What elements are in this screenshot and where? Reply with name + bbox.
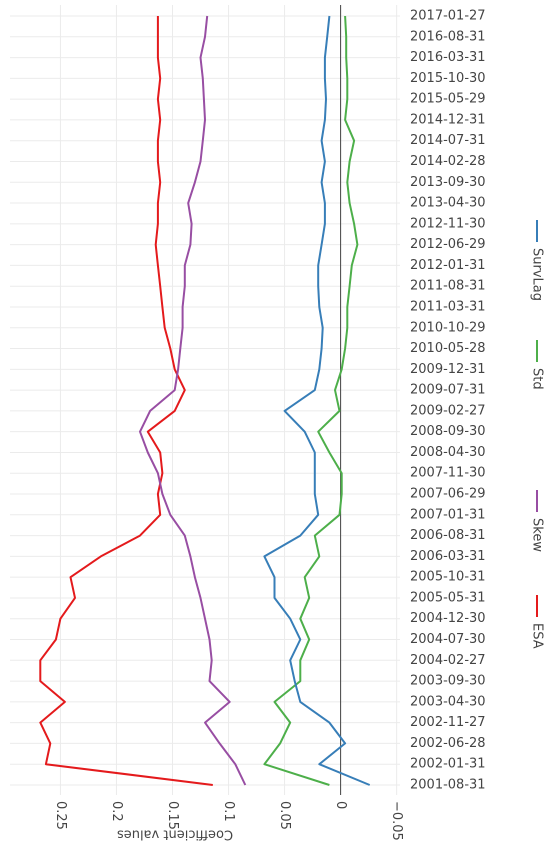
x-tick-label: 2007-06-29 <box>410 487 486 502</box>
y-tick-label: 0.05 <box>277 801 292 830</box>
x-tick-label: 2013-09-30 <box>410 175 486 190</box>
x-tick-label: 2010-10-29 <box>410 320 486 335</box>
x-tick-label: 2015-10-30 <box>410 71 486 86</box>
series-line <box>263 15 371 786</box>
x-tick-label: 2003-04-30 <box>410 694 486 709</box>
y-tick-label: 0.1 <box>221 801 236 822</box>
y-tick-label: 0.2 <box>109 801 124 822</box>
x-tick-label: 2014-02-28 <box>410 154 486 169</box>
x-tick-label: 2009-02-27 <box>410 403 486 418</box>
x-tick-label: 2005-10-31 <box>410 570 486 585</box>
y-axis-title: Coefficient values <box>117 827 233 842</box>
x-tick-label: 2012-06-29 <box>410 237 486 252</box>
legend-label: Std <box>530 368 545 390</box>
x-tick-label: 2012-01-31 <box>410 258 486 273</box>
x-tick-label: 2016-03-31 <box>410 50 486 65</box>
x-tick-label: 2006-03-31 <box>410 549 486 564</box>
x-tick-label: 2002-06-28 <box>410 736 486 751</box>
series-line <box>139 15 247 786</box>
x-tick-label: 2004-02-27 <box>410 653 486 668</box>
x-tick-label: 2011-08-31 <box>410 279 486 294</box>
x-tick-label: 2011-03-31 <box>410 299 486 314</box>
x-tick-label: 2001-08-31 <box>410 778 486 793</box>
y-tick-label: 0 <box>333 801 348 809</box>
x-tick-label: 2012-11-30 <box>410 216 486 231</box>
legend-label: Skew <box>530 518 545 552</box>
y-tick-label: 0.15 <box>165 801 180 830</box>
x-tick-label: 2009-12-31 <box>410 362 486 377</box>
series-line <box>39 16 213 786</box>
x-tick-label: 2003-09-30 <box>410 674 486 689</box>
x-tick-label: 2014-07-31 <box>410 133 486 148</box>
legend-label: SurvLag <box>530 248 545 301</box>
legend-label: ESA <box>530 623 545 649</box>
x-tick-label: 2007-01-31 <box>410 507 486 522</box>
y-tick-label: −0.05 <box>389 801 404 841</box>
x-tick-label: 2004-07-30 <box>410 632 486 647</box>
x-tick-label: 2013-04-30 <box>410 196 486 211</box>
x-tick-label: 2006-08-31 <box>410 528 486 543</box>
x-tick-label: 2015-05-29 <box>410 92 486 107</box>
x-tick-label: 2014-12-31 <box>410 112 486 127</box>
x-tick-label: 2009-07-31 <box>410 383 486 398</box>
y-tick-label: 0.25 <box>53 801 68 830</box>
x-tick-label: 2008-09-30 <box>410 424 486 439</box>
x-tick-label: 2002-11-27 <box>410 715 486 730</box>
x-tick-label: 2008-04-30 <box>410 445 486 460</box>
x-tick-label: 2016-08-31 <box>410 29 486 44</box>
x-tick-label: 2005-05-31 <box>410 590 486 605</box>
x-tick-label: 2002-01-31 <box>410 757 486 772</box>
series-line <box>263 15 359 786</box>
x-tick-label: 2017-01-27 <box>410 9 486 24</box>
x-tick-label: 2010-05-28 <box>410 341 486 356</box>
x-tick-label: 2004-12-30 <box>410 611 486 626</box>
x-tick-label: 2007-11-30 <box>410 466 486 481</box>
